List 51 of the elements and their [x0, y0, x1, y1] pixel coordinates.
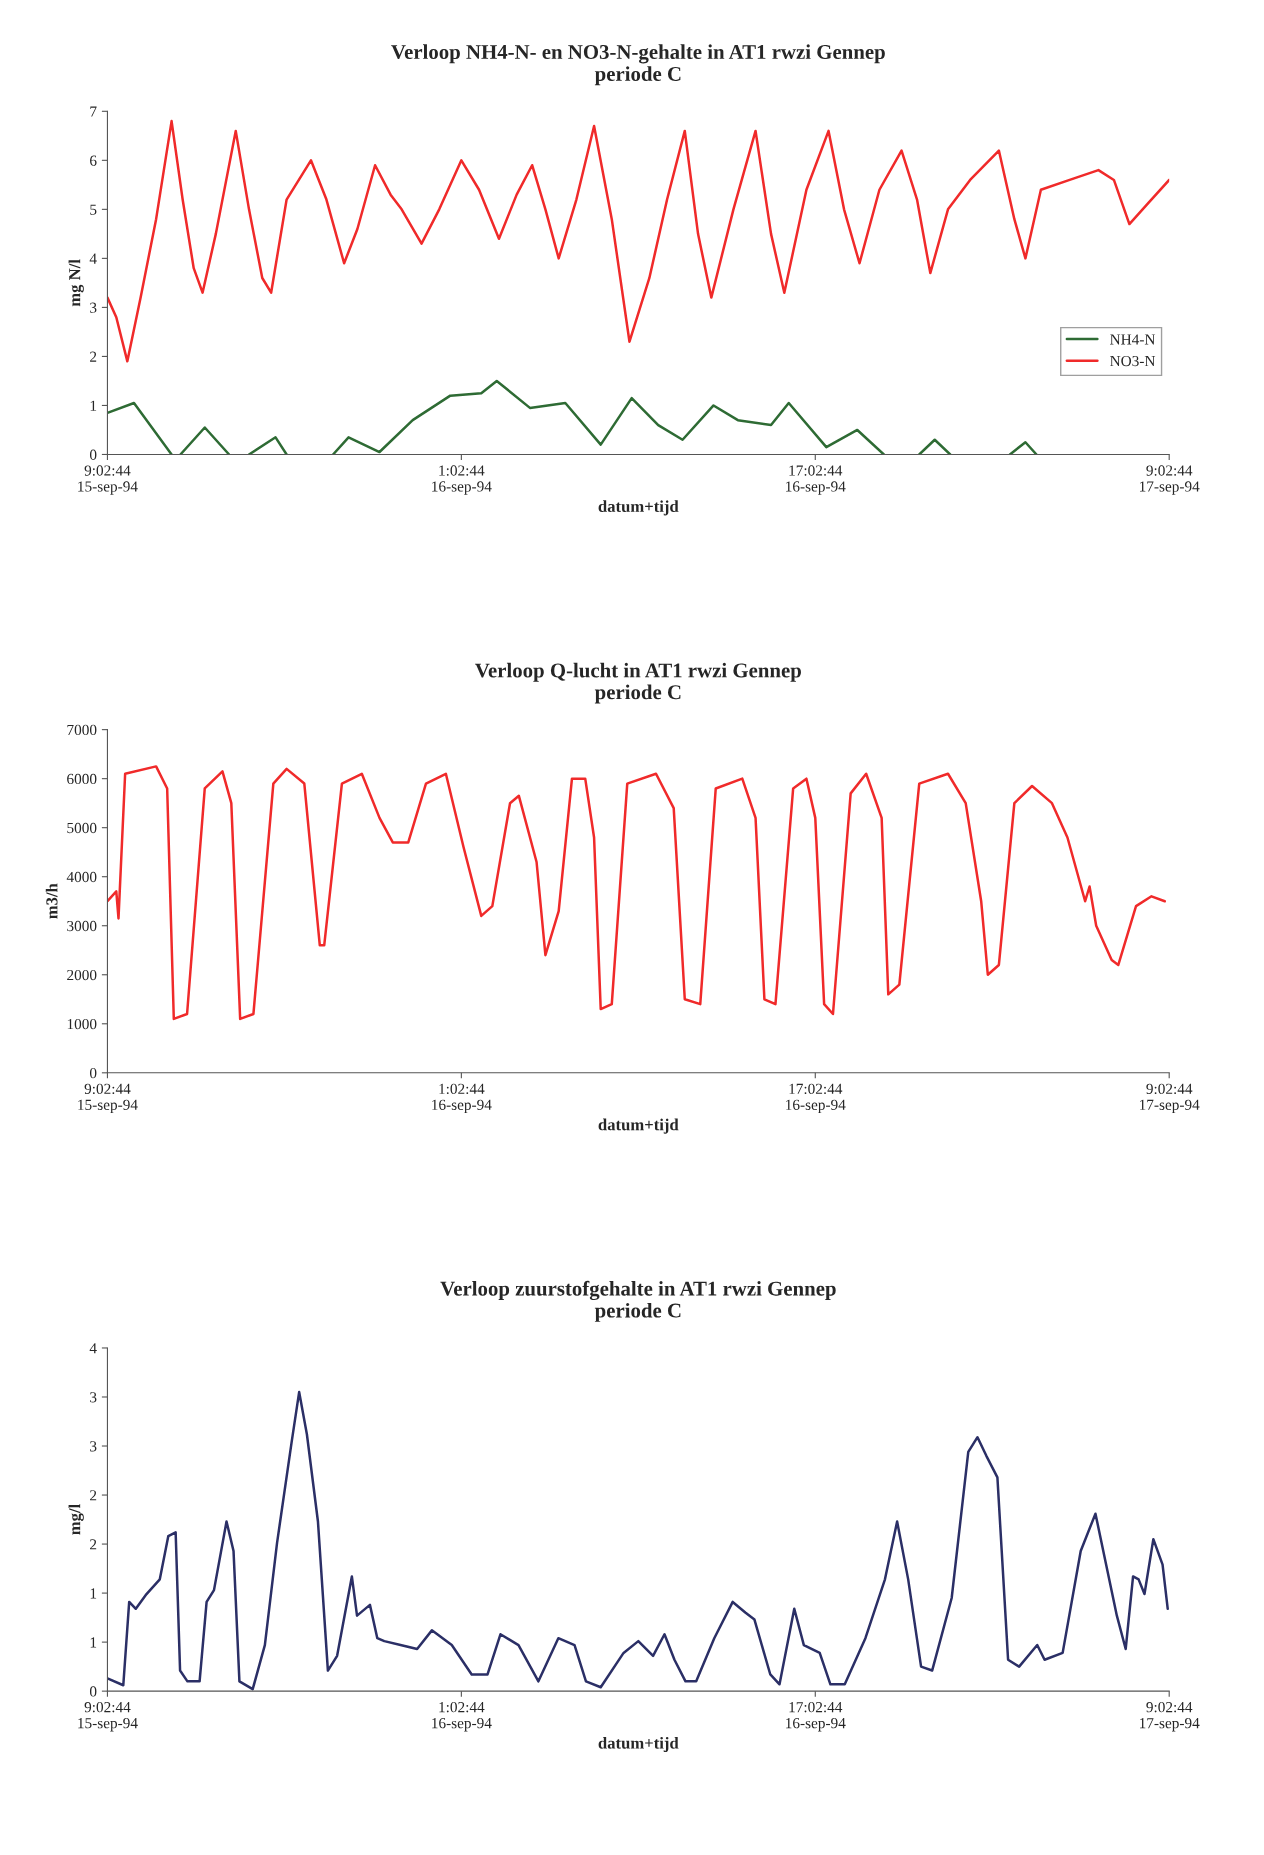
- y-tick-label: 1: [90, 1588, 97, 1599]
- y-tick-label: 7: [90, 106, 97, 117]
- y-tick-label: 1: [90, 1637, 97, 1648]
- y-tick-label: 7000: [67, 724, 97, 736]
- y-tick-label: 3: [90, 1392, 97, 1403]
- chart-title: Verloop Q-lucht in AT1 rwzi Gennep: [475, 662, 801, 682]
- y-tick-label: 6: [90, 155, 97, 166]
- x-tick-label: 9:02:44 15-sep-94: [78, 1702, 138, 1732]
- x-tick-label: 9:02:44 15-sep-94: [78, 1083, 138, 1114]
- chart-title: Verloop zuurstofgehalte in AT1 rwzi Gennep: [440, 1280, 836, 1301]
- x-tick-label: 9:02:44 17-sep-94: [1140, 1702, 1200, 1732]
- x-tick-label: 17:02:44 16-sep-94: [786, 465, 846, 495]
- y-tick-label: 4: [89, 253, 97, 264]
- y-tick-label: 1000: [67, 1018, 97, 1030]
- y-tick-label: 1: [90, 400, 97, 411]
- y-tick-label: 2000: [67, 969, 97, 981]
- x-axis-title: datum+tijd: [598, 500, 679, 516]
- y-tick-label: 4000: [66, 871, 97, 883]
- y-axis-title: m3/h: [45, 883, 58, 919]
- x-axis-title: datum+tijd: [598, 1736, 679, 1753]
- x-axis-title: datum+tijd: [598, 1118, 679, 1134]
- y-tick-label: 0: [89, 1067, 97, 1079]
- y-tick-label: 4: [89, 1343, 97, 1354]
- y-tick-label: 5000: [67, 822, 97, 834]
- legend-label: NO3-N: [1110, 355, 1156, 367]
- legend-label: NH4-N: [1110, 334, 1156, 345]
- y-tick-label: 0: [89, 1686, 97, 1697]
- x-tick-label: 17:02:44 16-sep-94: [786, 1702, 846, 1732]
- y-axis-title: mg N/l: [68, 259, 84, 307]
- y-tick-label: 5: [90, 204, 97, 215]
- line-series: [107, 765, 1167, 1021]
- y-tick-label: 6000: [67, 773, 97, 785]
- x-tick-label: 9:02:44 17-sep-94: [1140, 1083, 1200, 1114]
- x-tick-label: 9:02:44 15-sep-94: [78, 465, 138, 495]
- x-tick-label: 1:02:44 16-sep-94: [432, 1702, 492, 1732]
- x-tick-label: 1:02:44 16-sep-94: [432, 465, 492, 495]
- y-tick-label: 3000: [67, 920, 97, 932]
- x-tick-label: 9:02:44 17-sep-94: [1140, 465, 1200, 495]
- y-tick-label: 3: [90, 302, 97, 313]
- y-tick-label: 2: [90, 1539, 97, 1550]
- y-tick-label: 2: [90, 1490, 97, 1501]
- chart-subtitle: periode C: [594, 66, 681, 86]
- y-tick-label: 0: [89, 449, 97, 460]
- chart-subtitle: periode C: [594, 684, 681, 704]
- y-tick-label: 3: [90, 1441, 97, 1452]
- x-tick-label: 1:02:44 16-sep-94: [432, 1083, 492, 1114]
- y-tick-label: 2: [90, 351, 97, 362]
- y-axis-title: mg/l: [68, 1504, 84, 1535]
- chart-subtitle: periode C: [594, 1302, 681, 1322]
- x-tick-label: 17:02:44 16-sep-94: [786, 1083, 846, 1114]
- chart-title: Verloop NH4-N- en NO3-N-gehalte in AT1 rwzi Gennep: [391, 44, 885, 64]
